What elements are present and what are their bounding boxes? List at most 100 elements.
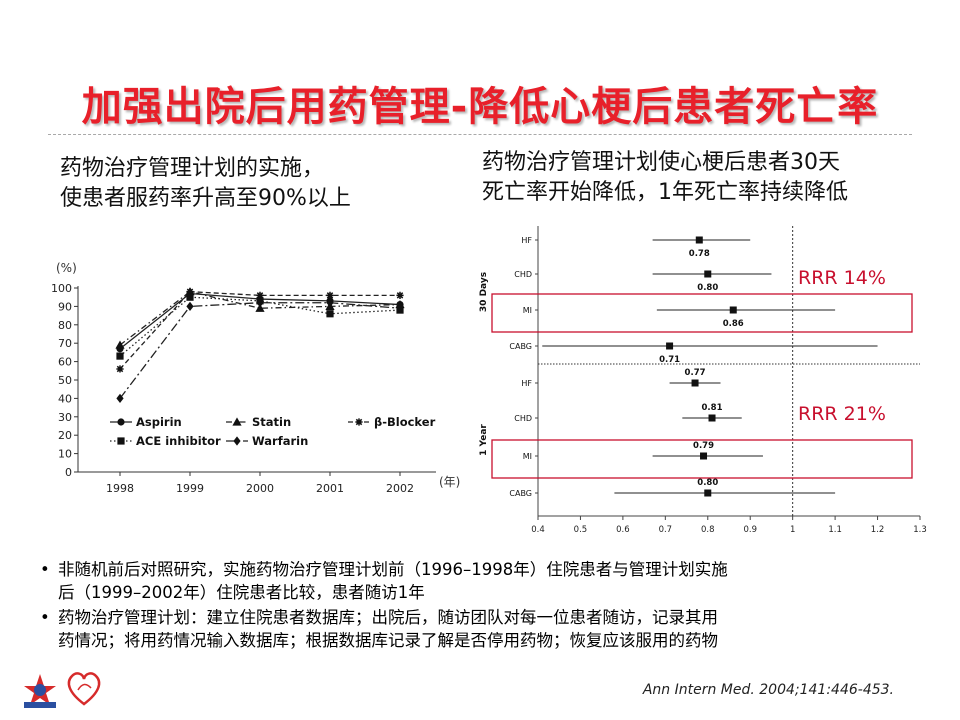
estimate-label: 0.79 xyxy=(693,441,714,451)
forest-row: CHD 0.80 xyxy=(514,270,772,293)
x-axis-label: (年) xyxy=(439,475,460,489)
highlight-box xyxy=(491,439,913,479)
right-heading-line: 死亡率开始降低，1年死亡率持续降低 xyxy=(482,180,848,205)
rrr-annotation: RRR 21% xyxy=(798,403,886,425)
y-tick-label: 50 xyxy=(58,374,72,387)
y-tick-label: 80 xyxy=(58,319,72,332)
forest-x-tick-label: 0.7 xyxy=(659,525,673,535)
estimate-label: 0.80 xyxy=(697,478,718,488)
forest-x-tick-label: 0.5 xyxy=(574,525,588,535)
bullet-line: 非随机前后对照研究，实施药物治疗管理计划前（1996–1998年）住院患者与管理… xyxy=(58,560,728,579)
forest-row: CABG 0.71 xyxy=(509,342,878,365)
heart-logo-icon xyxy=(67,672,101,706)
point-estimate xyxy=(729,306,737,314)
data-point xyxy=(115,340,125,349)
legend-label: Warfarin xyxy=(252,434,308,448)
legend-label: ACE inhibitor xyxy=(136,434,221,448)
y-tick-label: 90 xyxy=(58,300,72,313)
series-line xyxy=(119,296,401,357)
row-label: MI xyxy=(523,306,532,315)
point-estimate xyxy=(700,452,708,460)
legend-entry: Statin xyxy=(226,415,291,429)
series-line xyxy=(119,291,400,370)
adherence-line-chart: (%) 0 10 20 30 40 50 60 70 80 90 100 1998 1999 2000 200… xyxy=(51,261,460,495)
data-point xyxy=(186,293,194,301)
bullet-line: 药物治疗管理计划：建立住院患者数据库；出院后，随访团队对每一位患者随访，记录其用 xyxy=(58,608,718,627)
row-label: CHD xyxy=(514,414,532,423)
right-heading-line: 药物治疗管理计划使心梗后患者30天 xyxy=(482,150,840,175)
point-estimate xyxy=(695,236,703,244)
group-label: 1 Year xyxy=(479,424,489,456)
estimate-label: 0.81 xyxy=(702,403,723,413)
y-tick-label: 60 xyxy=(58,356,72,369)
y-tick-label: 30 xyxy=(58,411,72,424)
forest-x-tick-label: 1 xyxy=(790,525,795,535)
estimate-label: 0.78 xyxy=(689,249,710,259)
data-point xyxy=(186,288,194,296)
y-tick-label: 20 xyxy=(58,429,72,442)
bullet-item: 非随机前后对照研究，实施药物治疗管理计划前（1996–1998年）住院患者与管理… xyxy=(40,558,930,604)
forest-x-tick-label: 0.4 xyxy=(531,525,545,535)
citation: Ann Intern Med. 2004;141:446-453. xyxy=(642,682,894,698)
row-label: CHD xyxy=(514,270,532,279)
estimate-label: 0.86 xyxy=(723,319,744,329)
page-title: 加强出院后用药管理-降低心梗后患者死亡率 xyxy=(81,84,879,130)
data-point xyxy=(396,303,404,313)
x-tick-label: 1998 xyxy=(106,482,134,495)
x-tick-label: 2001 xyxy=(316,482,344,495)
bullet-item: 药物治疗管理计划：建立住院患者数据库；出院后，随访团队对每一位患者随访，记录其用… xyxy=(40,606,930,652)
highlight-box xyxy=(491,293,913,333)
bullet-line: 药情况；将用药情况输入数据库；根据数据库记录了解是否停用药物；恢复应该服用的药物 xyxy=(58,631,718,650)
data-point xyxy=(326,298,334,308)
y-tick-label: 40 xyxy=(58,392,72,405)
bullet-list: 非随机前后对照研究，实施药物治疗管理计划前（1996–1998年）住院患者与管理… xyxy=(40,558,930,654)
point-estimate xyxy=(704,270,712,278)
point-estimate xyxy=(691,379,699,387)
y-tick-label: 100 xyxy=(51,282,72,295)
legend-marker xyxy=(355,418,363,426)
y-tick-label: 10 xyxy=(58,448,72,461)
forest-x-tick-label: 1.2 xyxy=(871,525,885,535)
line-series xyxy=(116,298,404,403)
data-point xyxy=(256,298,264,308)
legend-entry: ACE inhibitor xyxy=(110,434,221,448)
x-tick-label: 2000 xyxy=(246,482,274,495)
forest-x-tick-label: 0.8 xyxy=(701,525,715,535)
rrr-annotation: RRR 14% xyxy=(798,267,886,289)
row-label: CABG xyxy=(509,489,532,498)
data-point xyxy=(186,301,194,311)
legend-marker xyxy=(232,417,242,426)
forest-x-tick-label: 1.3 xyxy=(913,525,927,535)
series-line xyxy=(119,302,401,399)
row-label: HF xyxy=(521,236,532,245)
estimate-label: 0.71 xyxy=(659,355,680,365)
legend-marker xyxy=(233,436,241,446)
forest-row: HF 0.77 xyxy=(521,368,721,388)
data-point xyxy=(326,310,334,318)
x-tick-label: 2002 xyxy=(386,482,414,495)
x-tick-label: 1999 xyxy=(176,482,204,495)
legend-entry: Aspirin xyxy=(110,415,182,429)
society-logo-icon xyxy=(24,674,56,708)
row-label: HF xyxy=(521,379,532,388)
estimate-label: 0.77 xyxy=(685,368,706,378)
point-estimate xyxy=(666,342,674,350)
title-divider xyxy=(48,134,912,135)
data-point xyxy=(116,352,124,360)
row-label: CABG xyxy=(509,342,532,351)
data-point xyxy=(326,291,334,299)
estimate-label: 0.80 xyxy=(697,283,718,293)
series-line xyxy=(119,290,401,346)
legend-marker xyxy=(117,437,125,445)
left-heading: 药物治疗管理计划的实施， 使患者服药率升高至90%以上 xyxy=(60,154,351,214)
data-point xyxy=(255,303,265,312)
line-series xyxy=(116,288,404,373)
legend-label: β-Blocker xyxy=(374,415,436,429)
forest-row: HF 0.78 xyxy=(521,236,751,259)
forest-row: CHD 0.81 xyxy=(514,403,742,423)
forest-row: CABG 0.80 xyxy=(509,478,836,498)
group-label: 30 Days xyxy=(479,272,489,312)
left-heading-line: 使患者服药率升高至90%以上 xyxy=(60,186,351,211)
forest-row: MI 0.86 xyxy=(491,293,913,333)
row-label: MI xyxy=(523,452,532,461)
